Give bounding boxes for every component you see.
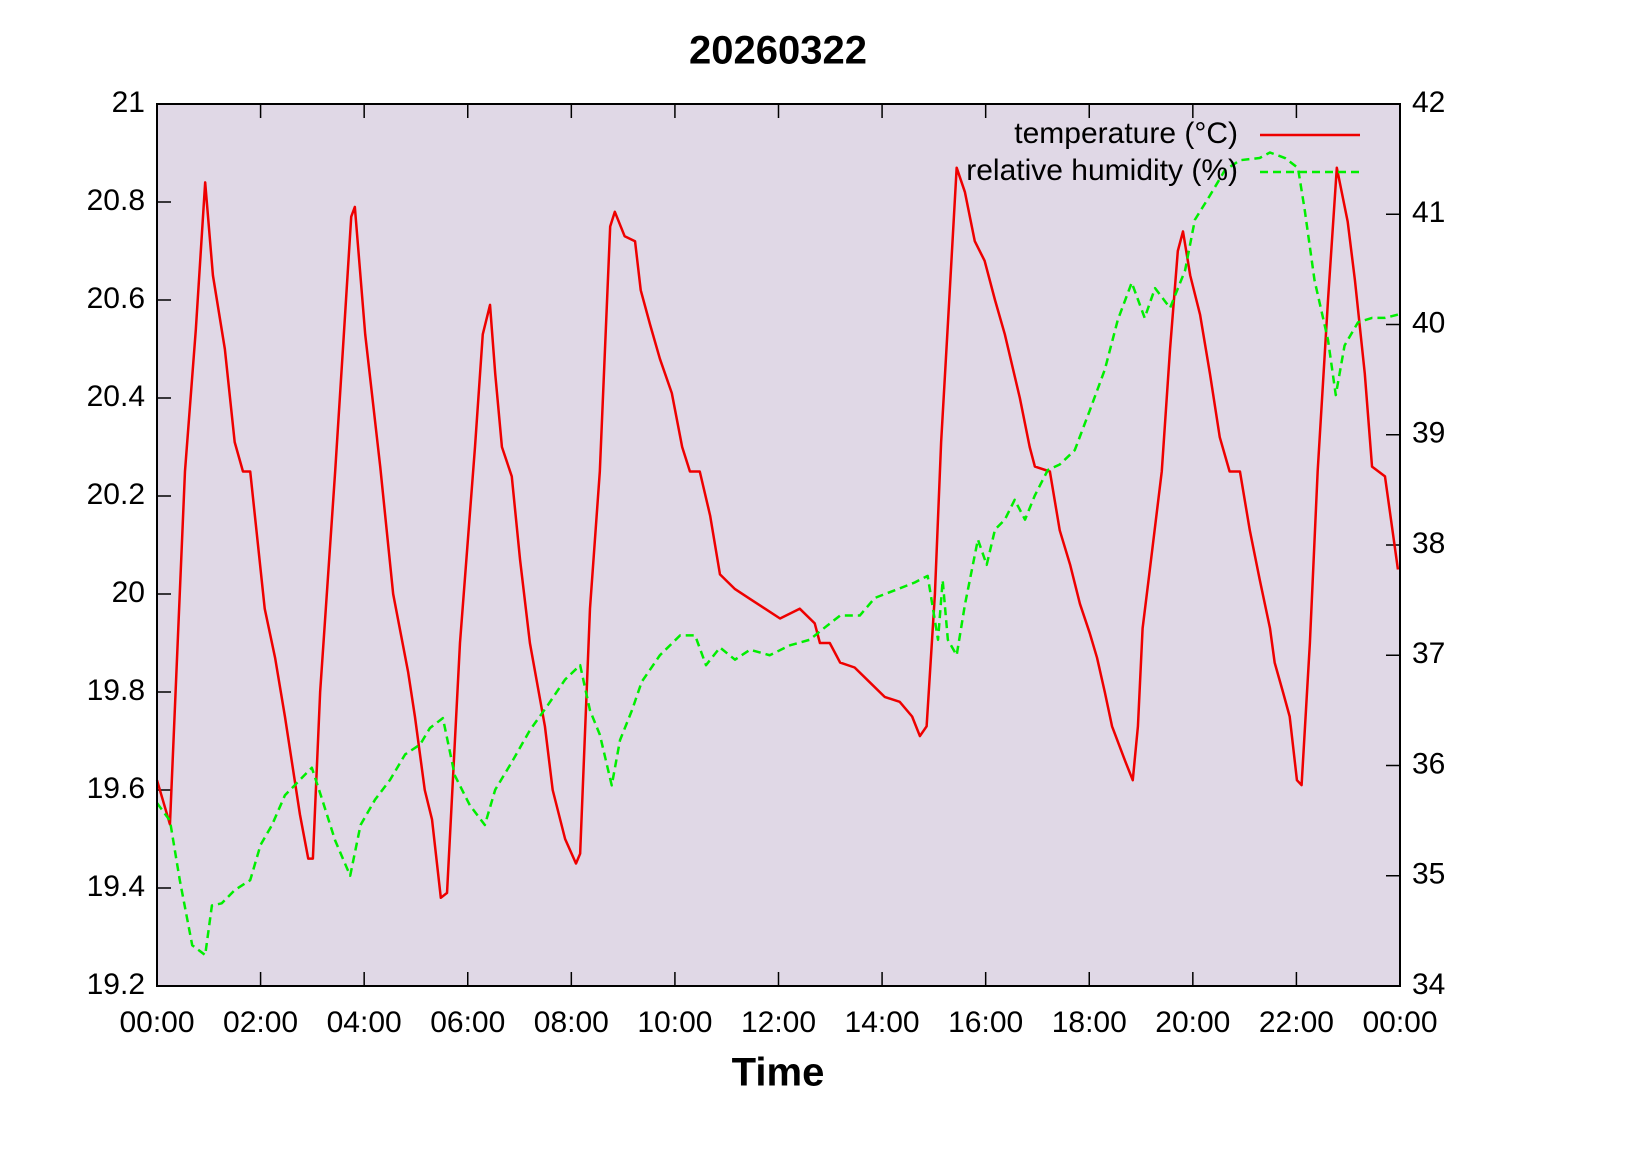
y2-tick-label: 36 <box>1412 747 1445 780</box>
x-tick-label: 16:00 <box>948 1006 1023 1039</box>
x-tick-label: 12:00 <box>741 1006 816 1039</box>
y-tick-label: 20.8 <box>87 184 145 217</box>
y-tick-label: 19.8 <box>87 674 145 707</box>
x-tick-label: 00:00 <box>119 1006 194 1039</box>
x-tick-label: 10:00 <box>637 1006 712 1039</box>
plot-background <box>157 104 1400 986</box>
y-tick-label: 19.4 <box>87 870 145 903</box>
y-tick-label: 20.4 <box>87 380 145 413</box>
y2-tick-label: 40 <box>1412 306 1445 339</box>
series-line <box>155 151 1399 957</box>
x-tick-label: 06:00 <box>430 1006 505 1039</box>
y2-tick-label: 37 <box>1412 637 1445 670</box>
y-tick-label: 19.6 <box>87 772 145 805</box>
y2-tick-label: 41 <box>1412 196 1445 229</box>
chart-title: 20260322 <box>689 29 867 73</box>
plot-frame <box>156 103 1401 987</box>
y-tick-label: 20.2 <box>87 478 145 511</box>
y-tick-label: 20 <box>112 576 145 609</box>
x-tick-label: 08:00 <box>534 1006 609 1039</box>
x-axis-title: Time <box>732 1051 825 1095</box>
x-tick-label: 04:00 <box>327 1006 402 1039</box>
x-tick-label: 20:00 <box>1155 1006 1230 1039</box>
y-tick-label: 20.6 <box>87 282 145 315</box>
series-line <box>155 166 1400 900</box>
y2-tick-label: 35 <box>1412 858 1445 891</box>
y2-tick-label: 42 <box>1412 86 1445 119</box>
y2-tick-label: 38 <box>1412 527 1445 560</box>
y-tick-label: 21 <box>112 86 145 119</box>
x-tick-label: 18:00 <box>1052 1006 1127 1039</box>
y2-tick-label: 39 <box>1412 417 1445 450</box>
x-tick-label: 14:00 <box>845 1006 920 1039</box>
legend-label: relative humidity (%) <box>966 154 1238 187</box>
y-tick-label: 19.2 <box>87 968 145 1001</box>
x-tick-label: 00:00 <box>1362 1006 1437 1039</box>
x-tick-label: 02:00 <box>223 1006 298 1039</box>
legend-label: temperature (°C) <box>1014 117 1238 150</box>
x-tick-label: 22:00 <box>1259 1006 1334 1039</box>
y2-tick-label: 34 <box>1412 968 1445 1001</box>
